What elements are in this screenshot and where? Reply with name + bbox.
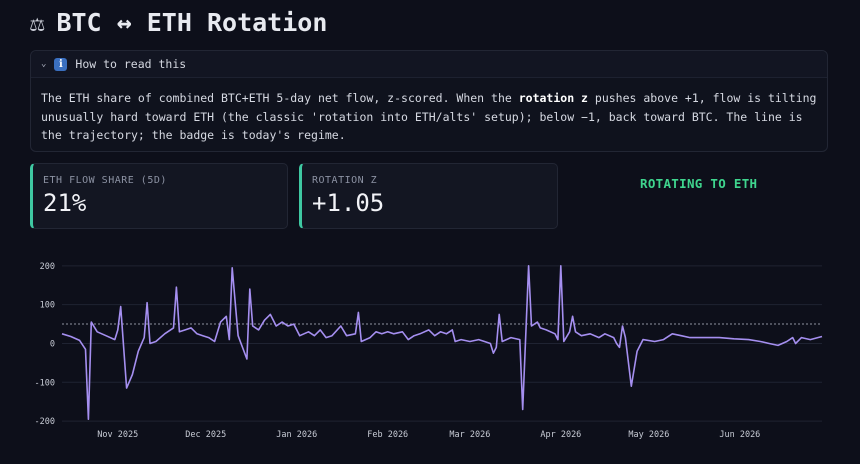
x-tick-label: Jan 2026	[276, 430, 317, 440]
series-line	[61, 265, 823, 420]
rotation-chart: 200 100 0 -100 -200 Nov 2025 Dec 2025 Jan 2026…	[35, 262, 823, 440]
page-title-text: BTC ↔ ETH Rotation	[56, 8, 328, 37]
expander-text: The ETH share of combined BTC+ETH 5-day …	[31, 78, 827, 145]
chart-grid	[62, 265, 822, 422]
x-tick-label: May 2026	[628, 430, 669, 440]
how-to-read-expander: ⌄ i How to read this The ETH share of co…	[30, 50, 828, 152]
x-tick-label: Feb 2026	[367, 430, 408, 440]
scale-icon: ⚖	[30, 8, 45, 37]
x-tick-label: Mar 2026	[449, 430, 490, 440]
expander-label: How to read this	[75, 57, 187, 71]
x-tick-label: Nov 2025	[97, 430, 138, 440]
expander-text-part-2: pushes above +1, flow is tilting unusual…	[41, 91, 817, 142]
metric-card-eth-flow-share: ETH FLOW SHARE (5D) 21%	[30, 163, 288, 229]
y-tick-label: -200	[35, 417, 55, 427]
regime-badge: ROTATING TO ETH	[640, 176, 758, 191]
series-layer	[61, 265, 823, 420]
y-tick-label: 200	[40, 262, 55, 272]
metric-label: ETH FLOW SHARE (5D)	[43, 175, 167, 186]
x-tick-label: Apr 2026	[540, 430, 581, 440]
info-icon: i	[54, 57, 68, 71]
page-title: ⚖ BTC ↔ ETH Rotation	[30, 8, 327, 37]
expander-text-part-1: The ETH share of combined BTC+ETH 5-day …	[41, 91, 519, 105]
y-axis: 200 100 0 -100 -200	[35, 262, 55, 427]
expander-text-bold: rotation z	[518, 91, 588, 105]
y-tick-label: 0	[50, 339, 55, 349]
x-axis: Nov 2025 Dec 2025 Jan 2026 Feb 2026 Mar 2026…	[97, 430, 760, 440]
metric-label: ROTATION Z	[312, 175, 378, 186]
x-tick-label: Jun 2026	[719, 430, 760, 440]
chevron-down-icon: ⌄	[41, 59, 47, 69]
metric-value: +1.05	[312, 189, 385, 217]
y-tick-label: -100	[35, 378, 55, 388]
metric-card-rotation-z: ROTATION Z +1.05	[299, 163, 558, 229]
how-to-read-toggle[interactable]: ⌄ i How to read this	[31, 51, 827, 78]
y-tick-label: 100	[40, 301, 55, 311]
x-tick-label: Dec 2025	[185, 430, 226, 440]
metric-value: 21%	[43, 189, 87, 217]
